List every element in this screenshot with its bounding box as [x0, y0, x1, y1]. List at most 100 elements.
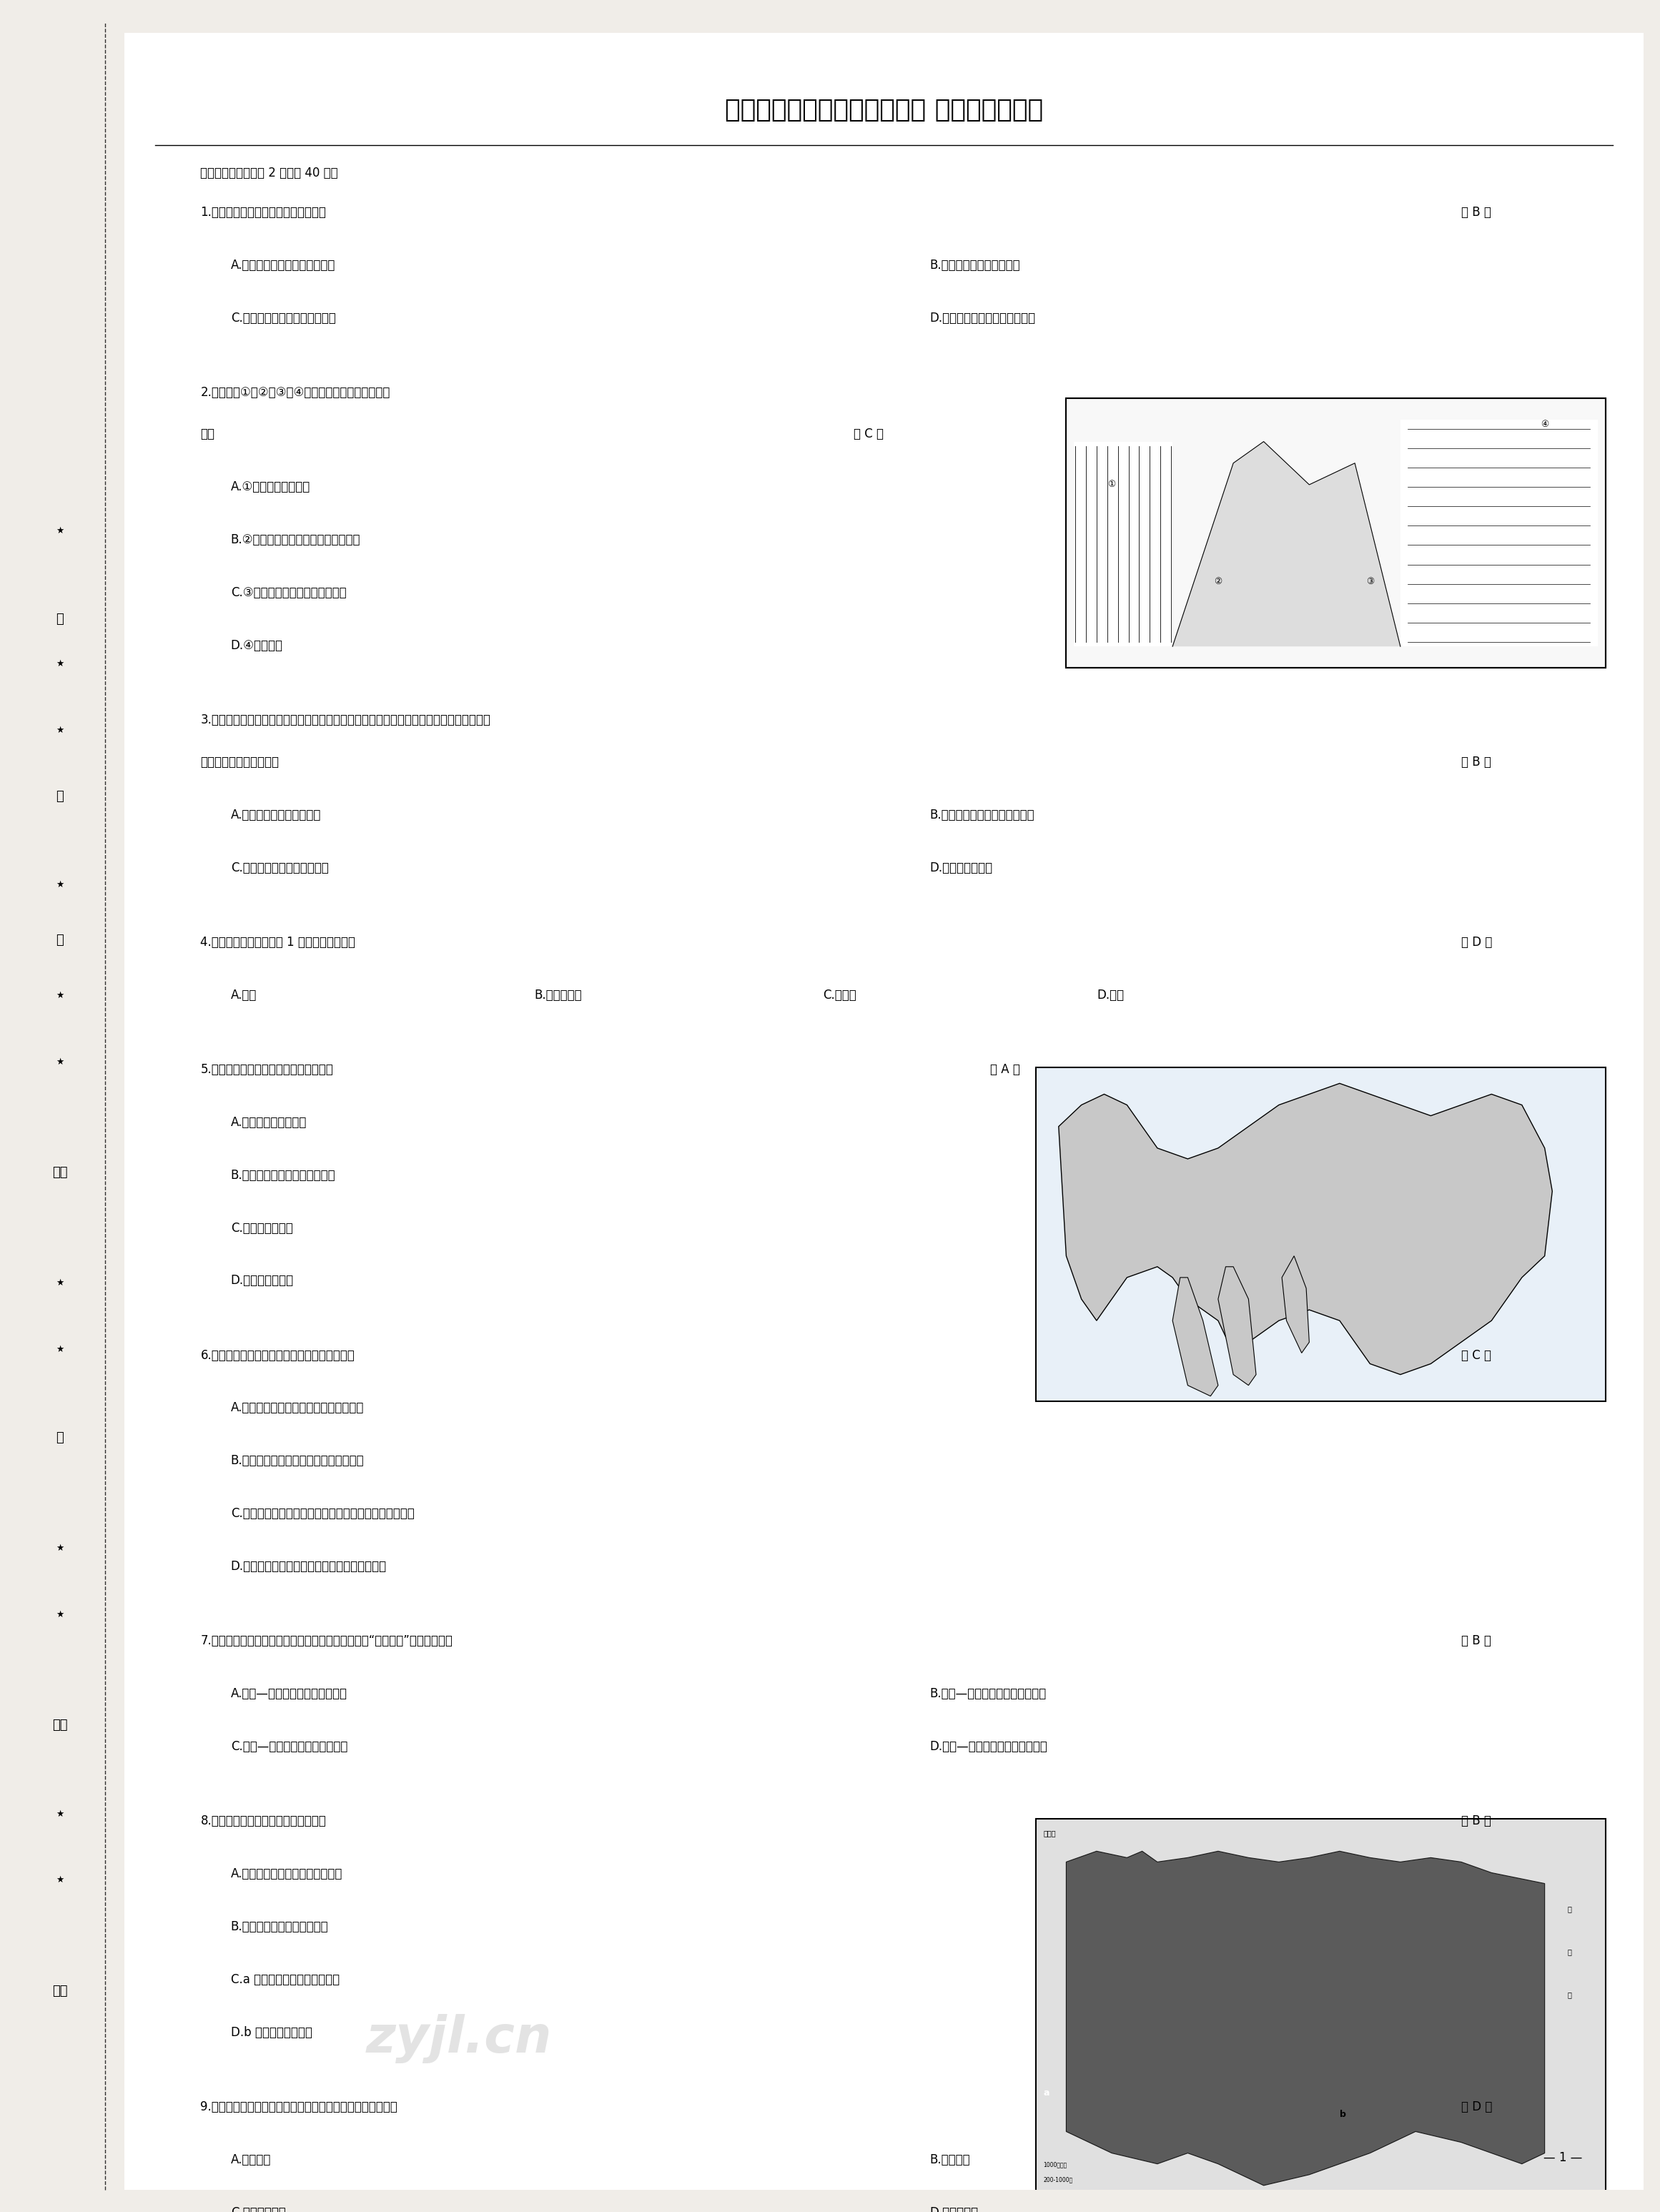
- Text: D.人口—印度人口总数居世界第一: D.人口—印度人口总数居世界第一: [930, 1741, 1047, 1754]
- Text: （ D ）: （ D ）: [1461, 2101, 1492, 2112]
- Text: B.太阳辐射极为强烈的干旱地区: B.太阳辐射极为强烈的干旱地区: [930, 810, 1034, 821]
- Text: B.②地是世界上煤炭资源最丰富的地区: B.②地是世界上煤炭资源最丰富的地区: [231, 533, 360, 546]
- Polygon shape: [1172, 442, 1401, 646]
- Text: ★: ★: [56, 659, 63, 668]
- Text: ★: ★: [56, 1544, 63, 1553]
- Text: ★: ★: [56, 526, 63, 535]
- Text: 7.我们生活的亚洲是世界第一大洲，下列关于亚洲的“世界之最”叙述正确的是: 7.我们生活的亚洲是世界第一大洲，下列关于亚洲的“世界之最”叙述正确的是: [201, 1635, 453, 1648]
- Text: ★: ★: [56, 726, 63, 734]
- Polygon shape: [1218, 1267, 1257, 1385]
- Text: （ A ）: （ A ）: [991, 1064, 1021, 1075]
- Text: B.地势西高东低，呢阶梯状分布: B.地势西高东低，呢阶梯状分布: [231, 1168, 335, 1181]
- Text: （ B ）: （ B ）: [1461, 206, 1491, 219]
- Text: D.④是印度河: D.④是印度河: [231, 639, 282, 653]
- Text: D.b 河流域以平原为主: D.b 河流域以平原为主: [231, 2026, 312, 2039]
- Text: ★: ★: [56, 1057, 63, 1066]
- Text: （ C ）: （ C ）: [1461, 1349, 1491, 1363]
- Text: 学校: 学校: [51, 1984, 68, 1997]
- Text: A.中国: A.中国: [231, 989, 257, 1002]
- Polygon shape: [1401, 420, 1599, 646]
- Text: 6.关于亚洲地势、地形、河流的叙述，正确的是: 6.关于亚洲地势、地形、河流的叙述，正确的是: [201, 1349, 355, 1363]
- Text: ★: ★: [56, 1610, 63, 1619]
- Text: （ C ）: （ C ）: [853, 427, 883, 440]
- Text: （ B ）: （ B ）: [1461, 757, 1491, 768]
- Text: A.地形以平原为主，地势平坦，河流稀少: A.地形以平原为主，地势平坦，河流稀少: [231, 1402, 364, 1413]
- Text: b: b: [1340, 2110, 1346, 2119]
- Text: B.印度尼西亚: B.印度尼西亚: [535, 989, 583, 1002]
- Text: 200-1000米: 200-1000米: [1044, 2177, 1072, 2183]
- Text: A.中南半岛: A.中南半岛: [231, 2152, 271, 2166]
- Text: 一、选择题（每小题 2 分，共 40 分）: 一、选择题（每小题 2 分，共 40 分）: [201, 166, 339, 179]
- Text: B.印度半岛: B.印度半岛: [930, 2152, 969, 2166]
- Text: 北冰洋: 北冰洋: [1044, 1829, 1056, 1836]
- Text: （ B ）: （ B ）: [1461, 1814, 1491, 1827]
- Text: （ B ）: （ B ）: [1461, 1635, 1491, 1648]
- Text: 的是: 的是: [201, 427, 214, 440]
- Text: ★: ★: [56, 1809, 63, 1818]
- Text: ③: ③: [1366, 577, 1374, 586]
- Text: B.该大洲大部分地区位于热带: B.该大洲大部分地区位于热带: [231, 1920, 329, 1933]
- Text: — 1 —: — 1 —: [1544, 2150, 1582, 2163]
- Text: ★: ★: [56, 1279, 63, 1287]
- Text: D.阿拉伯半岛: D.阿拉伯半岛: [930, 2205, 978, 2212]
- Text: 9.下列半岛中，全年高温少雨，以热带沙漠气候为主的半岛是: 9.下列半岛中，全年高温少雨，以热带沙漠气候为主的半岛是: [201, 2101, 398, 2112]
- Text: ★: ★: [56, 1876, 63, 1885]
- Text: ★: ★: [56, 991, 63, 1000]
- Bar: [1066, 398, 1605, 668]
- Text: 8.读某大洲地形图，下列叙述错误的是: 8.读某大洲地形图，下列叙述错误的是: [201, 1814, 325, 1827]
- Text: A.有世界上最大的半岛: A.有世界上最大的半岛: [231, 1115, 307, 1128]
- Text: 5.读右图，关于该大洲的叙述，正确的是: 5.读右图，关于该大洲的叙述，正确的是: [201, 1064, 334, 1075]
- Text: C.西北以白令海峡与北美洲为界: C.西北以白令海峡与北美洲为界: [231, 312, 335, 325]
- Text: 1.关于亚洲海陆位置的叙述，正确的是: 1.关于亚洲海陆位置的叙述，正确的是: [201, 206, 325, 219]
- Text: 1000米以上: 1000米以上: [1044, 2161, 1067, 2168]
- Text: 装: 装: [56, 613, 63, 626]
- Text: （人教版）七年级地理（下） 第六章综合测试: （人教版）七年级地理（下） 第六章综合测试: [725, 97, 1042, 122]
- Text: 密: 密: [56, 790, 63, 803]
- Text: C.小亚细亚半岛: C.小亚细亚半岛: [231, 2205, 286, 2212]
- Text: A.该大洲东临大西洋，西临太平洋: A.该大洲东临大西洋，西临太平洋: [231, 1867, 342, 1880]
- Polygon shape: [1172, 1279, 1218, 1396]
- Text: B.东南面隔海与大洋洲相望: B.东南面隔海与大洋洲相望: [930, 259, 1019, 272]
- Text: C.伊拉克: C.伊拉克: [823, 989, 857, 1002]
- Text: 洋: 洋: [1567, 1991, 1572, 1997]
- Text: 封: 封: [56, 933, 63, 947]
- Text: 3.亚洲不同的民族，因其居住的自然环境不同，穿着服饰也有所不同。以白色织物裹盖全身: 3.亚洲不同的民族，因其居住的自然环境不同，穿着服饰也有所不同。以白色织物裹盖全…: [201, 714, 491, 726]
- Polygon shape: [1059, 1084, 1552, 1374]
- Text: C.③地一年可分为热、雨、凉三季: C.③地一年可分为热、雨、凉三季: [231, 586, 347, 599]
- Text: B.地形—珠穆朗玛峰海拔世界最高: B.地形—珠穆朗玛峰海拔世界最高: [930, 1688, 1046, 1701]
- Text: C.地势中部高、四周低，河流多呈放射状流向周边的海洋: C.地势中部高、四周低，河流多呈放射状流向周边的海洋: [231, 1506, 415, 1520]
- Bar: [1036, 1066, 1605, 1402]
- Text: a: a: [1044, 2088, 1049, 2097]
- Text: 线: 线: [56, 1431, 63, 1444]
- Polygon shape: [1074, 442, 1172, 646]
- Text: D.西南以苏伊士运河与欧洲为界: D.西南以苏伊士运河与欧洲为界: [930, 312, 1036, 325]
- Text: 4.下列国家中，人口超过 1 亿且位于南亚的是: 4.下列国家中，人口超过 1 亿且位于南亚的是: [201, 936, 355, 949]
- Text: ①: ①: [1107, 480, 1116, 489]
- Text: A.位置—亚洲是跨经度最多的大洲: A.位置—亚洲是跨经度最多的大洲: [231, 1688, 347, 1701]
- Text: C.河流自西向东流: C.河流自西向东流: [231, 1221, 292, 1234]
- Text: 大: 大: [1567, 1905, 1572, 1911]
- Text: D.以季风气候为主: D.以季风气候为主: [231, 1274, 294, 1287]
- Text: 的人们主要分布在亚洲的: 的人们主要分布在亚洲的: [201, 757, 279, 768]
- Text: 西: 西: [1567, 1949, 1572, 1955]
- Text: B.地势中部低、四周高，河流多为内流河: B.地势中部低、四周高，河流多为内流河: [231, 1455, 364, 1467]
- Text: D.印度: D.印度: [1097, 989, 1124, 1002]
- Text: ★: ★: [56, 1345, 63, 1354]
- Bar: [1036, 1818, 1605, 2197]
- Text: ④: ④: [1540, 420, 1549, 429]
- Polygon shape: [1282, 1256, 1310, 1354]
- Bar: [1066, 398, 1605, 668]
- Text: 姓名: 姓名: [51, 1166, 68, 1179]
- Text: A.西北以苏伊士运河与非洲为界: A.西北以苏伊士运河与非洲为界: [231, 259, 335, 272]
- Text: D.寒冷的北部地区: D.寒冷的北部地区: [930, 860, 993, 874]
- Text: ②: ②: [1213, 577, 1222, 586]
- Text: C.湖泊—死海是世界最大的和水湖: C.湖泊—死海是世界最大的和水湖: [231, 1741, 347, 1754]
- Text: A.①地为热带雨林气候: A.①地为热带雨林气候: [231, 480, 310, 493]
- Text: ★: ★: [56, 880, 63, 889]
- Text: （ D ）: （ D ）: [1461, 936, 1492, 949]
- Text: 班级: 班级: [51, 1719, 68, 1732]
- Text: C.a 地区地形以山地、高原为主: C.a 地区地形以山地、高原为主: [231, 1973, 340, 1986]
- Text: zyjl.cn: zyjl.cn: [365, 2015, 551, 2064]
- Polygon shape: [1066, 1851, 1545, 2185]
- Text: C.气温年较差较大的内陆地区: C.气温年较差较大的内陆地区: [231, 860, 329, 874]
